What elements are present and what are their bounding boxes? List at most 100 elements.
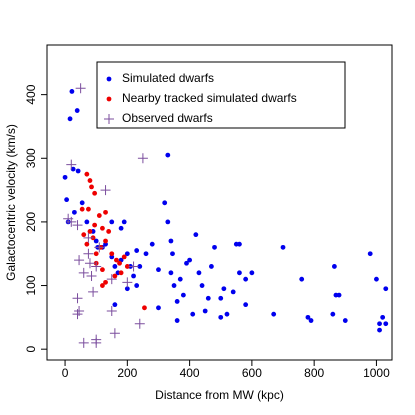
- data-point: [205, 295, 211, 301]
- data-point: [218, 314, 224, 320]
- data-point: [118, 225, 124, 231]
- data-point: [280, 244, 286, 250]
- data-point: [66, 159, 77, 170]
- data-point: [72, 220, 83, 231]
- data-point: [190, 311, 196, 317]
- x-tick-label: 0: [62, 366, 69, 380]
- x-tick-label: 600: [242, 366, 262, 380]
- data-point: [74, 255, 85, 266]
- x-tick-label: 200: [117, 366, 137, 380]
- data-point: [89, 184, 94, 190]
- data-point: [187, 257, 193, 263]
- data-point: [221, 286, 227, 292]
- data-point: [199, 283, 205, 288]
- data-point: [93, 238, 99, 244]
- data-point: [305, 314, 311, 320]
- data-point: [112, 264, 118, 269]
- data-point: [64, 197, 70, 203]
- x-axis-label: Distance from MW (kpc): [155, 388, 284, 402]
- data-point: [137, 153, 148, 164]
- data-point: [168, 270, 174, 276]
- data-point: [165, 219, 171, 225]
- data-point: [103, 209, 108, 215]
- y-tick-label: 300: [24, 148, 38, 168]
- data-point: [81, 232, 87, 238]
- data-point: [142, 305, 147, 311]
- data-point: [106, 306, 117, 316]
- data-point: [84, 241, 90, 247]
- data-point: [86, 271, 97, 281]
- data-point: [83, 248, 94, 259]
- data-point: [92, 222, 98, 228]
- data-point: [156, 267, 161, 273]
- data-point: [131, 273, 136, 279]
- data-point: [156, 305, 161, 311]
- data-point: [128, 261, 139, 272]
- data-point: [383, 286, 389, 292]
- data-point: [174, 299, 180, 304]
- data-point: [114, 257, 119, 263]
- data-point: [109, 251, 115, 257]
- legend-marker: [106, 96, 112, 102]
- data-point: [91, 337, 102, 348]
- data-point: [374, 276, 379, 282]
- data-point: [62, 174, 68, 180]
- legend-label: Nearby tracked simulated dwarfs: [122, 91, 297, 105]
- data-point: [299, 276, 305, 282]
- data-point: [237, 270, 242, 276]
- data-point: [100, 225, 105, 231]
- data-point: [383, 321, 389, 327]
- data-point: [249, 270, 255, 276]
- x-tick-label: 800: [304, 366, 324, 380]
- data-point: [170, 251, 175, 257]
- data-point: [177, 276, 183, 282]
- data-point: [100, 283, 105, 288]
- data-point: [84, 258, 95, 269]
- y-tick-label: 100: [24, 275, 38, 295]
- data-point: [212, 244, 217, 250]
- data-point: [112, 273, 118, 279]
- legend-label: Observed dwarfs: [122, 111, 213, 125]
- data-point: [134, 318, 145, 329]
- data-point: [196, 270, 202, 276]
- data-point: [237, 241, 242, 247]
- data-point: [122, 277, 133, 288]
- data-point: [87, 178, 93, 183]
- data-point: [271, 311, 277, 317]
- data-point: [88, 286, 99, 297]
- data-point: [79, 206, 85, 212]
- data-point: [75, 83, 86, 94]
- y-axis-label: Galactocentric velocity (km/s): [4, 124, 18, 281]
- data-point: [106, 229, 112, 234]
- data-point: [243, 276, 249, 282]
- y-tick-label: 200: [24, 212, 38, 232]
- data-point: [70, 166, 76, 172]
- data-point: [92, 190, 98, 196]
- data-point: [121, 254, 127, 260]
- data-point: [91, 261, 102, 272]
- data-point: [84, 171, 90, 177]
- data-point: [86, 206, 91, 212]
- data-point: [78, 267, 89, 278]
- data-point: [184, 260, 189, 266]
- data-point: [377, 321, 382, 327]
- data-point: [100, 185, 111, 196]
- data-point: [137, 264, 143, 269]
- data-point: [63, 213, 74, 224]
- data-point: [103, 238, 108, 244]
- data-point: [100, 267, 105, 273]
- y-tick-label: 400: [24, 84, 38, 104]
- data-point: [202, 308, 208, 314]
- legend-label: Simulated dwarfs: [122, 71, 214, 85]
- data-point: [93, 251, 99, 257]
- data-point: [87, 229, 93, 234]
- data-point: [336, 292, 342, 298]
- data-point: [331, 264, 337, 269]
- legend-marker: [104, 114, 114, 124]
- data-point: [117, 260, 122, 266]
- data-point: [134, 248, 140, 253]
- data-point: [72, 293, 83, 304]
- data-point: [103, 279, 108, 285]
- data-point: [134, 283, 140, 288]
